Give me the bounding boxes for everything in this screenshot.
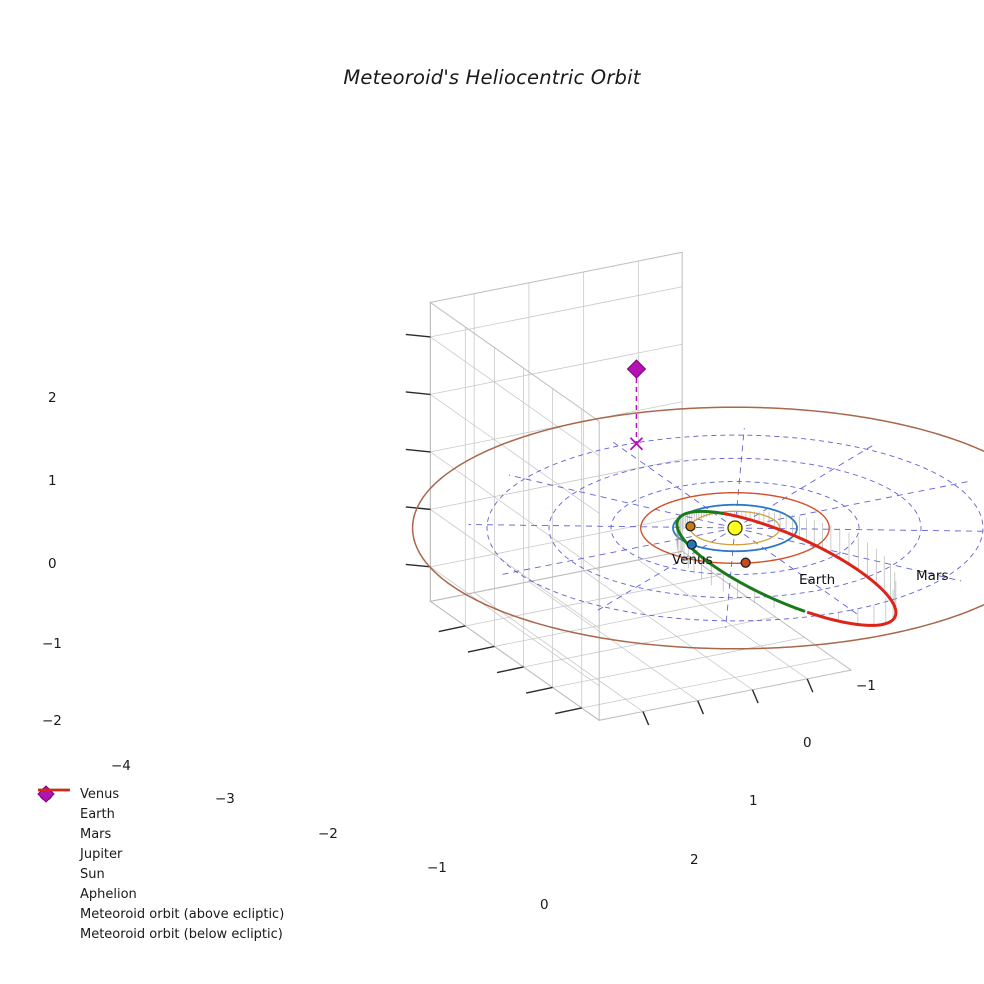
page-title: Meteoroid's Heliocentric Orbit [343,66,641,89]
polar-grid-spoke [593,527,736,614]
z-tick-label: 0 [48,556,57,572]
earth-marker [686,539,697,550]
x-tick-label: −2 [318,826,338,842]
legend-item-label: Aphelion [80,886,137,902]
mars-orbit [640,492,830,564]
legend-item[interactable]: Meteoroid orbit (below ecliptic) [36,788,284,944]
legend-item[interactable]: Mars [36,788,284,844]
z-tick-label: 2 [48,390,57,406]
y-tick-mark [751,689,759,704]
x-tick-mark [525,686,553,694]
y-tick-label: 2 [690,852,699,868]
floor-pane-outline [429,550,853,721]
polar-grid-spoke [734,527,861,617]
x-tick-label: −1 [427,860,447,876]
legend-item[interactable]: Jupiter [36,788,284,864]
x-tick-label: 0 [540,897,549,913]
aphelion-projection-x-marker [629,437,644,451]
floor-grid-line-y [638,559,808,680]
mars-marker [740,557,751,568]
z-tick-label: −1 [42,636,62,652]
polar-grid-circle [548,457,922,599]
back-pane-outline [429,251,683,602]
legend-item[interactable]: Venus [36,784,284,804]
y-tick-label: 0 [803,735,812,751]
z-tick-mark [405,448,431,453]
meteoroid-orbit-above-ecliptic [675,509,806,613]
floor-grid-line-x [581,657,834,709]
x-tick-label: −4 [111,758,131,774]
y-tick-mark [642,711,650,726]
earth-orbit [672,503,798,553]
z-tick-label: 1 [48,473,57,489]
planet-label-earth: Earth [799,572,836,588]
floor-grid-line-x [523,616,776,668]
venus-marker [685,521,696,532]
aphelion-marker [626,359,647,379]
z-tick-mark [405,563,431,568]
sun-marker [727,520,743,536]
floor-grid-line-y [528,581,698,701]
legend-item-label: Meteoroid orbit (below ecliptic) [80,926,283,942]
legend-item[interactable]: Aphelion [36,785,284,904]
meteoroid-orbit-below-ecliptic [721,511,898,627]
back-grid-line-z [430,458,683,510]
polar-grid-spoke [734,480,971,529]
legend-item-label: Sun [80,866,105,882]
polar-grid-spoke [499,527,736,576]
floor-grid-line-y [473,592,644,712]
floor-grid-line-x [465,575,718,627]
wall-grid-line-z [430,451,600,572]
x-tick-mark [555,707,582,715]
x-tick-mark [438,625,466,633]
legend-item[interactable]: Earth [36,788,284,824]
planet-label-mars: Mars [916,568,949,584]
x-tick-mark [467,645,495,653]
wall-grid-line-z [430,566,600,687]
back-grid-line-z [430,286,683,338]
y-tick-label: 1 [749,793,758,809]
polar-grid-spoke [734,442,877,529]
x-tick-mark [496,666,524,674]
wall-grid-line-z [430,509,600,629]
floor-grid-line-x [494,595,747,647]
y-tick-mark [697,700,705,715]
y-tick-mark [806,678,814,693]
wall-grid-line-z [430,394,600,514]
z-tick-mark [405,391,431,396]
z-tick-mark [405,333,431,338]
z-tick-mark [405,506,431,511]
wall-grid-line-z [430,336,600,457]
z-tick-label: −2 [42,713,62,729]
back-grid-line-z [430,516,683,568]
legend-item[interactable]: Sun [36,787,284,884]
legend-item[interactable]: Meteoroid orbit (above ecliptic) [36,788,285,924]
legend-item-label: Earth [80,806,115,822]
legend-item-label: Venus [80,786,120,802]
floor-grid-line-y [583,570,753,691]
planet-label-venus: Venus [672,552,713,568]
legend-item-label: Jupiter [80,846,123,862]
polar-grid-spoke [734,428,745,529]
legend-item-label: Mars [80,826,112,842]
y-tick-label: −1 [856,678,876,694]
floor-grid-line-x [552,636,805,688]
jupiter-orbit [411,406,984,650]
polar-grid-spoke [609,439,736,529]
x-tick-label: −3 [215,791,235,807]
legend-item-label: Meteoroid orbit (above ecliptic) [80,906,285,922]
legend: Venus Earth Mars Jupiter Sun Aphelion Meteoroi… [36,784,284,944]
back-grid-line-z [430,343,683,395]
